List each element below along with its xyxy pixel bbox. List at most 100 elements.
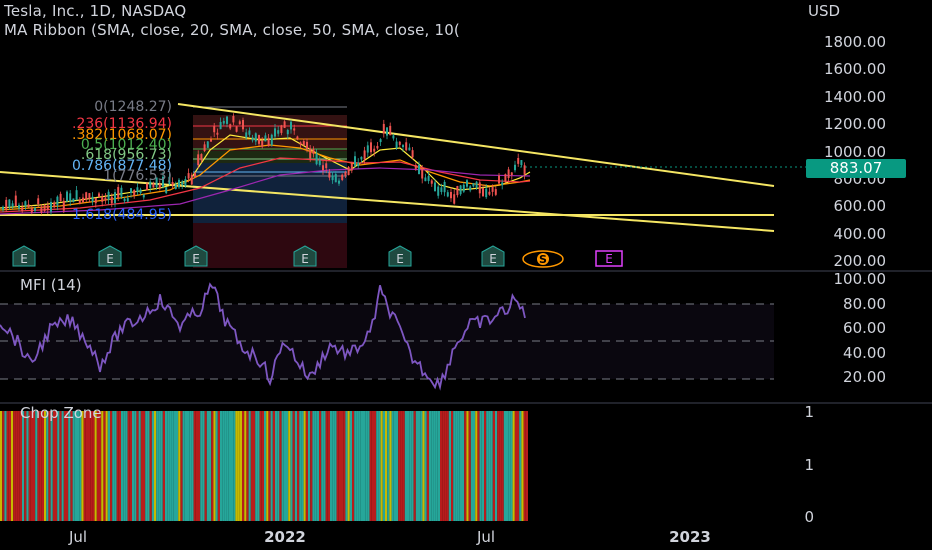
candle-body [338, 180, 340, 184]
candle-body [350, 163, 353, 171]
candle-body [200, 154, 203, 161]
chop-zone-bar [308, 411, 311, 521]
candle-body [11, 203, 14, 207]
chop-zone-bar [259, 411, 262, 521]
chop-zone-bar [132, 411, 135, 521]
candle-body [2, 206, 4, 210]
candle-body [158, 183, 161, 189]
chop-zone-bar [110, 411, 113, 521]
candle-body [203, 144, 206, 152]
candle-body [392, 135, 395, 139]
trendline-upper-descending[interactable] [177, 103, 775, 187]
chop-zone-bar [83, 411, 86, 521]
chop-zone-bar [28, 411, 31, 521]
chop-zone-bar [198, 411, 201, 521]
chop-zone-bar [407, 411, 410, 521]
chop-zone-bar [512, 411, 515, 521]
price-tick-label: 1800.00 [823, 33, 886, 51]
ma-ribbon-legend[interactable]: MA Ribbon (SMA, close, 20, SMA, close, 5… [4, 21, 460, 39]
candle-body [443, 181, 446, 193]
earnings-e-text: E [396, 252, 404, 266]
candle-body [120, 187, 123, 197]
chop-zone-bar [209, 411, 212, 521]
chop-zone-bar [255, 411, 258, 521]
chop-zone-bar [77, 411, 80, 521]
chop-zone-bar [314, 411, 317, 521]
earnings-e-marker[interactable]: E [98, 245, 122, 267]
candle-body [462, 184, 465, 192]
chop-zone-bar [162, 411, 165, 521]
chop-zone-title[interactable]: Chop Zone [20, 404, 102, 422]
chop-zone-bar [283, 411, 286, 521]
chop-zone-bar [321, 411, 324, 521]
chop-zone-bar [347, 411, 350, 521]
candle-body [59, 193, 62, 202]
earnings-e-marker[interactable]: E [12, 245, 36, 267]
split-s-marker[interactable]: S [522, 250, 564, 268]
trendline-lower-descending[interactable] [0, 171, 775, 232]
chop-zone-bar [171, 411, 174, 521]
earnings-e-marker[interactable]: E [293, 245, 317, 267]
chop-zone-bar [266, 411, 269, 521]
chop-zone-bar [437, 411, 440, 521]
chop-zone-bar [523, 411, 526, 521]
future-earnings-marker[interactable]: E [595, 250, 623, 267]
chop-zone-bar [15, 411, 18, 521]
chop-zone-bar [160, 411, 163, 521]
earnings-e-marker[interactable]: E [184, 245, 208, 267]
chop-zone-bar [94, 411, 97, 521]
symbol-title[interactable]: Tesla, Inc., 1D, NASDAQ [4, 2, 187, 20]
candle-body [18, 204, 20, 209]
earnings-e-marker[interactable]: E [481, 245, 505, 267]
chop-zone-bar [327, 411, 330, 521]
fib-level-label: .618(956.73) [80, 147, 172, 163]
candle-body [85, 192, 88, 200]
candle-body [235, 126, 238, 132]
candle-body [149, 181, 152, 188]
earnings-e-marker[interactable]: E [388, 245, 412, 267]
chop-zone-bar [134, 411, 137, 521]
candle-body [498, 175, 500, 184]
candle-body [312, 148, 315, 154]
chop-zone-bar [184, 411, 187, 521]
candle-body [411, 150, 414, 158]
candle-body [280, 125, 283, 133]
candle-body [197, 154, 200, 166]
chop-zone-bar [422, 411, 425, 521]
candle-body [165, 187, 168, 194]
candle-body [226, 116, 228, 124]
chop-zone-bar [112, 411, 115, 521]
chop-zone-bar [495, 411, 498, 521]
candle-body [472, 183, 475, 187]
chop-zone-bar [294, 411, 297, 521]
candle-body [485, 188, 488, 198]
candle-body [418, 164, 420, 175]
chop-zone-bar [248, 411, 251, 521]
chop-zone-bar [367, 411, 370, 521]
chop-zone-bar [237, 411, 240, 521]
chop-zone-bar [195, 411, 198, 521]
chop-zone-bar [453, 411, 456, 521]
chop-zone-bar [371, 411, 374, 521]
chop-zone-bars [0, 411, 528, 521]
chop-zone-bar [149, 411, 152, 521]
chop-zone-bar [303, 411, 306, 521]
chop-zone-bar [50, 411, 53, 521]
chop-zone-bar [244, 411, 247, 521]
candle-body [142, 194, 145, 198]
mfi-panel-title[interactable]: MFI (14) [20, 276, 82, 294]
candle-body [248, 130, 251, 135]
chop-zone-bar [356, 411, 359, 521]
candle-body [421, 168, 424, 179]
candle-body [437, 186, 440, 196]
chop-zone-bar [497, 411, 500, 521]
chop-zone-bar [292, 411, 295, 521]
chop-zone-bar [0, 411, 3, 521]
chop-zone-bar [145, 411, 148, 521]
chop-zone-bar [508, 411, 511, 521]
chop-zone-bar [200, 411, 203, 521]
chop-zone-bar [13, 411, 16, 521]
